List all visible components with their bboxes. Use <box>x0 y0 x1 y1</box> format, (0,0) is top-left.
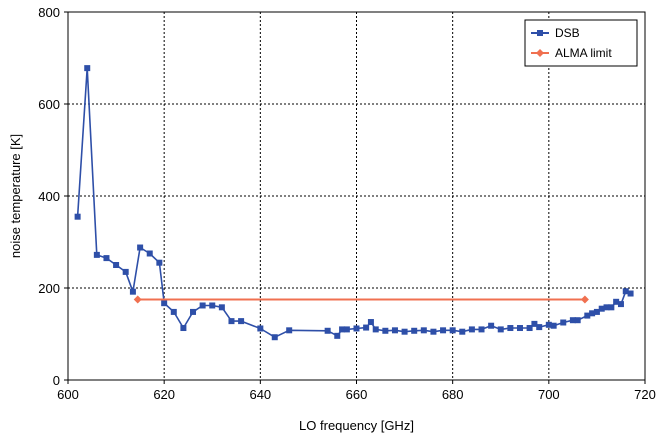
data-point <box>536 324 543 331</box>
legend-item: DSB <box>531 26 580 40</box>
data-point <box>574 317 581 324</box>
y-tick-label: 200 <box>38 281 60 296</box>
data-point <box>478 326 485 333</box>
data-point <box>103 255 110 262</box>
data-point <box>161 300 168 307</box>
y-axis-title: noise temperature [K] <box>8 134 23 258</box>
y-tick-label: 400 <box>38 189 60 204</box>
y-tick-label: 800 <box>38 5 60 20</box>
data-point <box>622 288 629 295</box>
data-point <box>526 325 533 332</box>
data-point <box>516 325 523 332</box>
data-point <box>209 302 216 309</box>
legend-swatch-marker <box>537 30 543 36</box>
data-point <box>238 318 245 325</box>
x-tick-label: 680 <box>442 387 464 402</box>
data-point <box>411 327 418 334</box>
data-point <box>420 327 427 334</box>
data-point <box>449 327 456 334</box>
data-point <box>589 310 596 317</box>
data-point <box>156 259 163 266</box>
series-layer <box>74 65 634 341</box>
data-point <box>603 304 610 311</box>
data-point <box>257 325 264 332</box>
data-point <box>334 332 341 339</box>
data-point <box>613 298 620 305</box>
axis-ticks: 600 620 640 660 680 700 720 0 200 400 600 800 <box>38 5 656 402</box>
data-point <box>545 321 552 328</box>
x-tick-label: 720 <box>634 387 656 402</box>
series-alma-limit <box>133 295 589 304</box>
legend-label: DSB <box>555 26 580 40</box>
legend-item: ALMA limit <box>531 46 612 60</box>
data-point <box>617 301 624 308</box>
data-point <box>440 327 447 334</box>
data-point <box>372 326 379 333</box>
data-point <box>129 288 136 295</box>
data-point <box>430 328 437 335</box>
data-point <box>488 322 495 329</box>
y-tick-label: 600 <box>38 97 60 112</box>
data-point <box>584 312 591 319</box>
data-point <box>170 308 177 315</box>
data-point <box>84 65 91 72</box>
y-tick-label: 0 <box>53 373 60 388</box>
legend-items: DSB ALMA limit <box>531 26 612 60</box>
x-tick-label: 700 <box>538 387 560 402</box>
data-point <box>507 325 514 332</box>
legend: DSB ALMA limit <box>524 19 638 67</box>
data-point <box>199 302 206 309</box>
x-tick-label: 660 <box>346 387 368 402</box>
data-point <box>133 295 142 304</box>
x-tick-label: 640 <box>249 387 271 402</box>
legend-label: ALMA limit <box>555 46 612 60</box>
data-point <box>271 334 278 341</box>
data-point <box>218 304 225 311</box>
legend-box <box>524 19 638 67</box>
data-point <box>401 328 408 335</box>
data-point <box>74 213 81 220</box>
data-point <box>180 325 187 332</box>
data-point <box>122 268 129 275</box>
data-point <box>569 317 576 324</box>
data-point <box>228 318 235 325</box>
grid-lines <box>68 12 645 380</box>
x-axis-title: LO frequency [GHz] <box>299 418 414 433</box>
series-line <box>76 67 631 339</box>
data-point <box>367 319 374 326</box>
data-point <box>339 326 346 333</box>
data-point <box>343 326 350 333</box>
data-point <box>580 295 589 304</box>
data-point <box>560 319 567 326</box>
data-point <box>468 326 475 333</box>
legend-swatch-marker <box>536 49 544 57</box>
data-point <box>353 325 360 332</box>
x-tick-label: 600 <box>57 387 79 402</box>
data-point <box>324 327 331 334</box>
data-point <box>608 304 615 311</box>
x-tick-label: 620 <box>153 387 175 402</box>
data-point <box>497 326 504 333</box>
data-point <box>627 290 634 297</box>
data-point <box>593 308 600 315</box>
data-point <box>113 262 120 268</box>
data-point <box>459 328 466 335</box>
data-point <box>137 244 144 251</box>
data-point <box>286 327 293 334</box>
series-dsb <box>74 65 634 341</box>
data-point <box>363 324 370 331</box>
data-point <box>93 251 100 258</box>
data-point <box>531 320 538 327</box>
data-point <box>146 250 153 257</box>
data-point <box>598 305 605 312</box>
data-point <box>382 327 389 334</box>
data-point <box>391 327 398 334</box>
data-point <box>550 322 557 329</box>
data-point <box>190 308 197 315</box>
